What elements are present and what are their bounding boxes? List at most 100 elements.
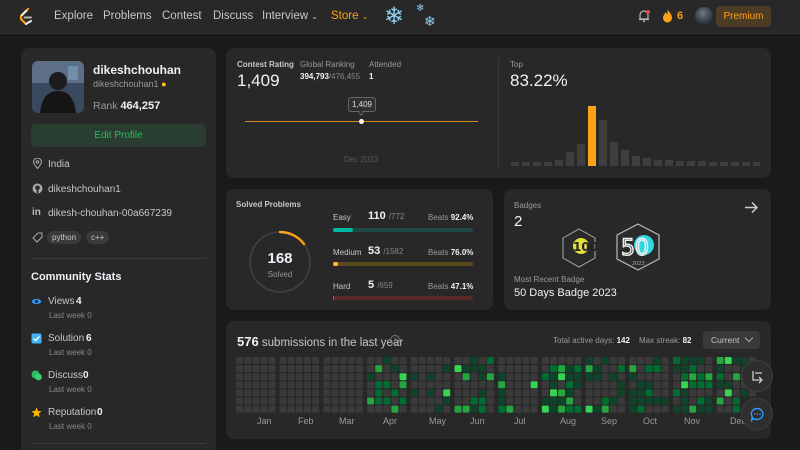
heatmap-cell[interactable] [689,405,697,413]
heatmap-cell[interactable] [236,373,243,381]
heatmap-cell[interactable] [410,381,418,389]
heatmap-cell[interactable] [609,365,617,373]
heatmap-cell[interactable] [558,381,566,389]
heatmap-cell[interactable] [268,373,276,381]
nav-store[interactable]: Store ⌄ [331,10,368,22]
heatmap-cell[interactable] [295,381,303,389]
heatmap-cell[interactable] [383,397,391,405]
heatmap-cell[interactable] [618,389,625,397]
heatmap-cell[interactable] [355,389,363,397]
heatmap-cell[interactable] [661,357,669,364]
heatmap-cell[interactable] [375,381,383,389]
heatmap-cell[interactable] [399,381,407,389]
heatmap-cell[interactable] [522,389,530,397]
heatmap-cell[interactable] [716,397,724,405]
heatmap-cell[interactable] [427,373,434,381]
heatmap-cell[interactable] [689,365,697,373]
heatmap-cell[interactable] [661,405,669,413]
heatmap-cell[interactable] [252,405,260,413]
heatmap-cell[interactable] [673,389,680,397]
heatmap-cell[interactable] [355,397,363,405]
heatmap-cell[interactable] [435,397,443,405]
heatmap-cell[interactable] [498,397,506,405]
heatmap-cell[interactable] [645,389,653,397]
heatmap-cell[interactable] [312,373,320,381]
heatmap-cell[interactable] [418,389,426,397]
heatmap-cell[interactable] [236,405,243,413]
heatmap-cell[interactable] [724,357,732,364]
heatmap-cell[interactable] [367,373,375,381]
heatmap-cell[interactable] [681,389,689,397]
heatmap-cell[interactable] [514,373,522,381]
heatmap-cell[interactable] [645,381,653,389]
heatmap-cell[interactable] [486,381,494,389]
heatmap-cell[interactable] [645,357,653,364]
heatmap-cell[interactable] [391,357,399,364]
heatmap-cell[interactable] [566,405,574,413]
heatmap-cell[interactable] [653,405,661,413]
heatmap-cell[interactable] [566,365,574,373]
heatmap-cell[interactable] [470,357,478,364]
heatmap-cell[interactable] [705,389,713,397]
heatmap-cell[interactable] [506,357,514,364]
heatmap-cell[interactable] [443,357,451,364]
heatmap-cell[interactable] [550,357,557,364]
heatmap-cell[interactable] [673,357,680,364]
heatmap-cell[interactable] [629,389,637,397]
heatmap-cell[interactable] [661,373,669,381]
heatmap-cell[interactable] [697,405,705,413]
heatmap-cell[interactable] [653,357,661,364]
heatmap-cell[interactable] [574,381,582,389]
heatmap-cell[interactable] [741,357,748,364]
heatmap-cell[interactable] [470,373,478,381]
heatmap-cell[interactable] [331,381,339,389]
nav-explore[interactable]: Explore [54,10,93,22]
heatmap-cell[interactable] [697,373,705,381]
heatmap-cell[interactable] [418,357,426,364]
heatmap-cell[interactable] [470,405,478,413]
heatmap-cell[interactable] [260,373,268,381]
heatmap-cell[interactable] [391,397,399,405]
heatmap-cell[interactable] [435,357,443,364]
heatmap-cell[interactable] [478,381,486,389]
heatmap-cell[interactable] [268,381,276,389]
heatmap-cell[interactable] [367,381,375,389]
heatmap-cell[interactable] [323,389,331,397]
heatmap-cell[interactable] [618,365,625,373]
heatmap-cell[interactable] [724,405,732,413]
heatmap-cell[interactable] [427,389,434,397]
heatmap-cell[interactable] [478,365,486,373]
heatmap-cell[interactable] [593,389,601,397]
heatmap-cell[interactable] [347,357,355,364]
heatmap-cell[interactable] [486,365,494,373]
heatmap-cell[interactable] [574,405,582,413]
heatmap-cell[interactable] [530,389,538,397]
heatmap-cell[interactable] [653,389,661,397]
heatmap-cell[interactable] [629,397,637,405]
heatmap-cell[interactable] [410,397,418,405]
heatmap-cell[interactable] [609,357,617,364]
heatmap-cell[interactable] [470,389,478,397]
heatmap-cell[interactable] [331,365,339,373]
heatmap-cell[interactable] [236,397,243,405]
heatmap-cell[interactable] [375,365,383,373]
heatmap-cell[interactable] [462,381,470,389]
heatmap-cell[interactable] [585,405,593,413]
heatmap-cell[interactable] [339,357,347,364]
heatmap-cell[interactable] [609,373,617,381]
heatmap-cell[interactable] [279,381,287,389]
heatmap-cell[interactable] [618,397,625,405]
nav-avatar[interactable] [695,7,713,25]
heatmap-cell[interactable] [287,381,295,389]
heatmap-cell[interactable] [470,397,478,405]
heatmap-cell[interactable] [550,381,557,389]
heatmap-cell[interactable] [486,357,494,364]
heatmap-cell[interactable] [629,405,637,413]
heatmap-cell[interactable] [454,389,462,397]
heatmap-cell[interactable] [498,357,506,364]
heatmap-cell[interactable] [244,357,252,364]
heatmap-cell[interactable] [454,405,462,413]
heatmap-cell[interactable] [498,389,506,397]
heatmap-cell[interactable] [323,365,331,373]
heatmap-cell[interactable] [681,357,689,364]
